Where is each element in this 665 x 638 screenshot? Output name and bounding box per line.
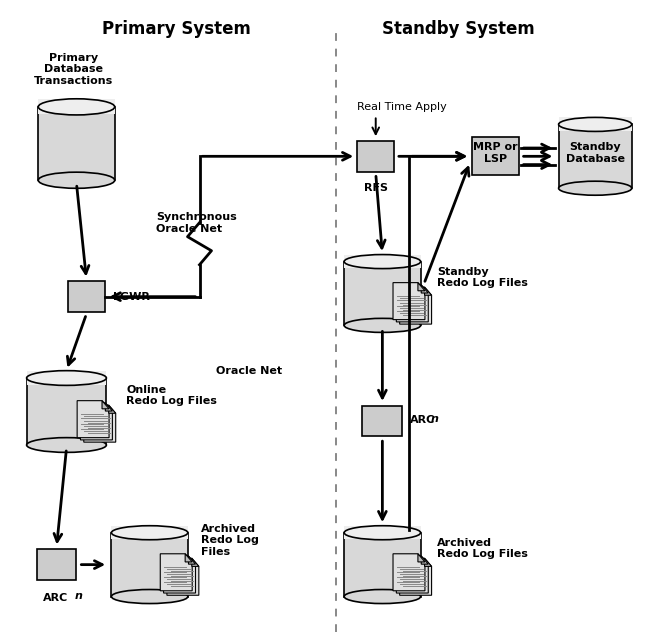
- Ellipse shape: [344, 318, 420, 332]
- Bar: [68, 281, 105, 312]
- Polygon shape: [105, 403, 112, 411]
- Polygon shape: [27, 371, 106, 385]
- Polygon shape: [424, 558, 432, 567]
- Polygon shape: [84, 405, 116, 442]
- Polygon shape: [393, 283, 425, 320]
- Polygon shape: [185, 554, 192, 562]
- Bar: [472, 137, 519, 175]
- Ellipse shape: [559, 117, 632, 131]
- Text: Standby System: Standby System: [382, 20, 535, 38]
- Bar: [37, 549, 76, 580]
- Text: n: n: [75, 591, 83, 602]
- Ellipse shape: [111, 590, 188, 604]
- Text: Oracle Net: Oracle Net: [217, 366, 283, 376]
- Polygon shape: [108, 405, 116, 413]
- Text: Real Time Apply: Real Time Apply: [358, 102, 447, 112]
- Polygon shape: [188, 556, 196, 564]
- Text: ARC: ARC: [410, 415, 436, 425]
- Ellipse shape: [559, 181, 632, 195]
- Polygon shape: [344, 255, 420, 268]
- Polygon shape: [112, 533, 188, 597]
- Ellipse shape: [27, 371, 106, 385]
- Polygon shape: [39, 107, 115, 180]
- Text: Primary
Database
Transactions: Primary Database Transactions: [33, 53, 113, 86]
- Polygon shape: [102, 401, 109, 409]
- Polygon shape: [80, 403, 112, 440]
- Polygon shape: [400, 287, 432, 324]
- Polygon shape: [421, 285, 428, 293]
- Polygon shape: [192, 558, 199, 567]
- Text: MRP or
LSP: MRP or LSP: [473, 142, 518, 164]
- Polygon shape: [418, 554, 425, 562]
- Polygon shape: [160, 554, 192, 591]
- Polygon shape: [164, 556, 196, 593]
- Polygon shape: [393, 554, 425, 591]
- Ellipse shape: [344, 526, 420, 540]
- Polygon shape: [344, 526, 420, 539]
- Text: ARC: ARC: [43, 593, 68, 603]
- Text: LGWR: LGWR: [113, 292, 150, 302]
- Text: Online
Redo Log Files: Online Redo Log Files: [126, 385, 217, 406]
- Text: Archived
Redo Log
Files: Archived Redo Log Files: [201, 524, 259, 557]
- Text: Primary System: Primary System: [102, 20, 251, 38]
- Ellipse shape: [39, 99, 115, 115]
- Text: Standby
Redo Log Files: Standby Redo Log Files: [438, 267, 528, 288]
- Ellipse shape: [27, 438, 106, 452]
- Text: Standby
Database: Standby Database: [566, 142, 624, 164]
- Polygon shape: [559, 117, 632, 131]
- Ellipse shape: [111, 526, 188, 540]
- Polygon shape: [396, 285, 428, 322]
- Text: Archived
Redo Log Files: Archived Redo Log Files: [438, 538, 528, 560]
- Ellipse shape: [344, 255, 420, 269]
- Polygon shape: [112, 526, 188, 539]
- Ellipse shape: [39, 172, 115, 188]
- Polygon shape: [396, 556, 428, 593]
- Polygon shape: [421, 556, 428, 564]
- Bar: [362, 406, 402, 436]
- Polygon shape: [77, 401, 109, 438]
- Polygon shape: [400, 558, 432, 595]
- Polygon shape: [559, 124, 632, 188]
- Text: n: n: [430, 413, 438, 424]
- Polygon shape: [39, 99, 115, 114]
- Text: Synchronous
Oracle Net: Synchronous Oracle Net: [156, 212, 237, 234]
- Polygon shape: [27, 378, 106, 445]
- Ellipse shape: [344, 590, 420, 604]
- Bar: [358, 141, 394, 172]
- Polygon shape: [424, 287, 432, 295]
- Polygon shape: [344, 262, 420, 325]
- Polygon shape: [167, 558, 199, 595]
- Polygon shape: [418, 283, 425, 291]
- Text: RFS: RFS: [364, 183, 388, 193]
- Polygon shape: [344, 533, 420, 597]
